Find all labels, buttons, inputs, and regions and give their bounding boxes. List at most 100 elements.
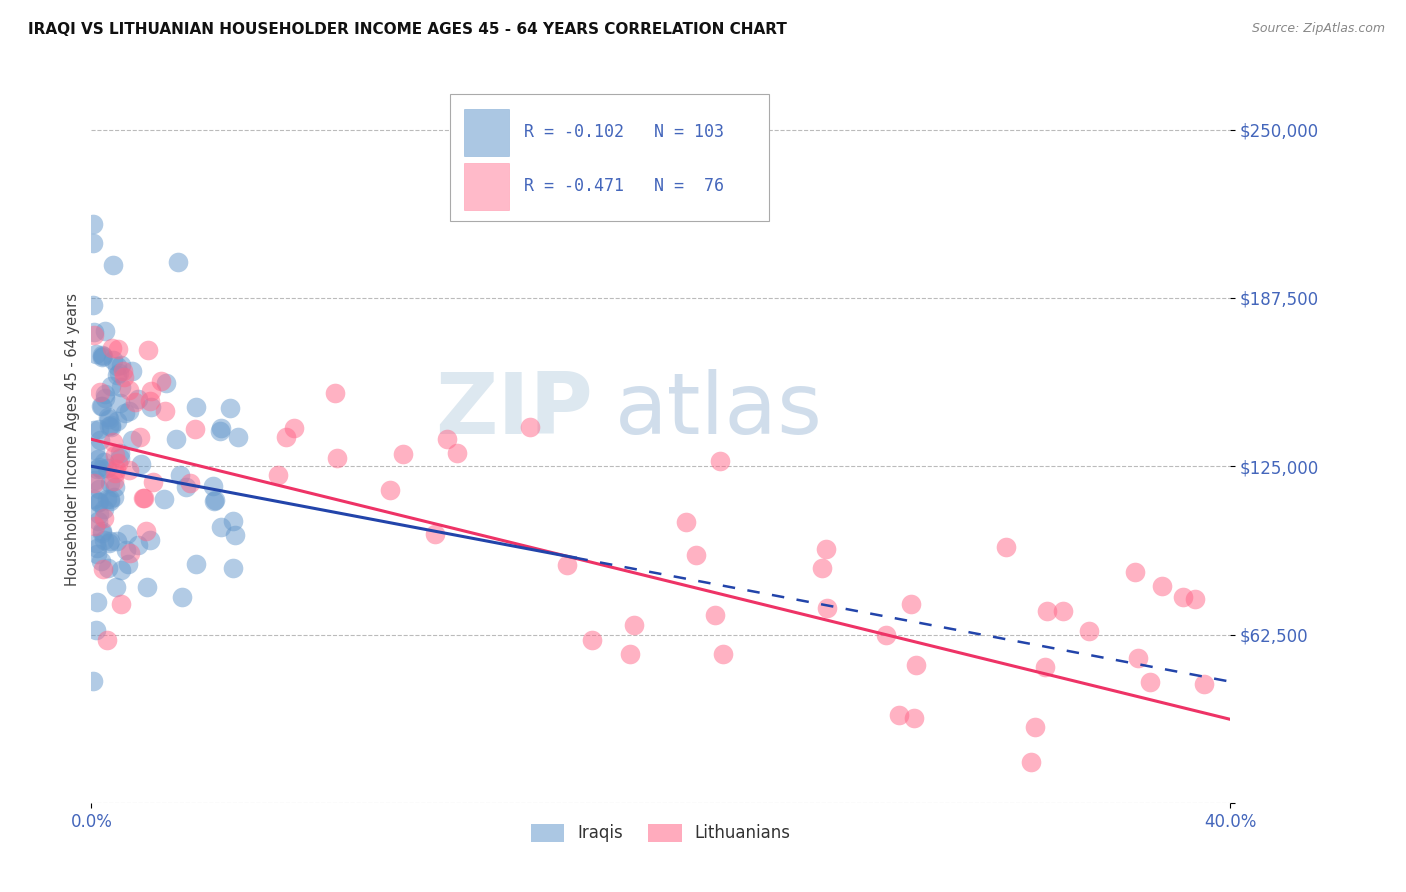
Point — [267, 468, 290, 483]
Point — [89, 434, 111, 448]
Point — [100, 417, 122, 432]
Point — [121, 433, 143, 447]
Point — [446, 446, 468, 460]
Point — [132, 491, 155, 505]
Point — [103, 258, 125, 272]
Point — [129, 430, 152, 444]
Point — [87, 514, 110, 528]
Point — [83, 491, 105, 506]
Point — [155, 376, 177, 390]
Point — [142, 475, 165, 489]
Point — [91, 399, 114, 413]
Point — [90, 399, 112, 413]
Point — [91, 348, 114, 362]
Point — [90, 554, 112, 568]
Point — [91, 526, 114, 541]
Text: R = -0.102   N = 103: R = -0.102 N = 103 — [524, 123, 724, 141]
Point — [153, 492, 176, 507]
Point — [619, 647, 641, 661]
Point — [174, 480, 197, 494]
Point — [97, 409, 120, 424]
Point — [118, 462, 141, 476]
Point — [94, 392, 117, 406]
Point — [96, 461, 118, 475]
Point — [1123, 565, 1146, 579]
Point — [1019, 756, 1042, 770]
Point — [105, 461, 128, 475]
Text: ZIP: ZIP — [434, 368, 592, 451]
Point — [83, 325, 105, 339]
Point — [118, 546, 141, 560]
Point — [135, 524, 157, 538]
Point — [1184, 591, 1206, 606]
Point — [98, 536, 121, 550]
Point — [815, 601, 838, 615]
Point — [103, 435, 125, 450]
Point — [82, 298, 104, 312]
Point — [117, 526, 139, 541]
Point — [104, 467, 127, 481]
Point — [84, 442, 107, 457]
Point — [139, 533, 162, 547]
Point — [112, 369, 135, 384]
Point — [218, 401, 240, 415]
Point — [1192, 676, 1215, 690]
Point — [900, 597, 922, 611]
Point — [139, 400, 162, 414]
Point — [90, 461, 112, 475]
Point — [108, 366, 131, 380]
Point — [110, 380, 132, 394]
Point — [202, 493, 225, 508]
Point — [1139, 675, 1161, 690]
Point — [110, 597, 132, 611]
Point — [136, 343, 159, 358]
Point — [391, 447, 413, 461]
Point — [91, 349, 114, 363]
Point — [283, 421, 305, 435]
Point — [98, 412, 121, 426]
Point — [108, 446, 131, 460]
Point — [98, 494, 121, 508]
Point — [86, 347, 108, 361]
Point — [103, 475, 125, 489]
Point — [325, 450, 347, 465]
Point — [1128, 651, 1150, 665]
Y-axis label: Householder Income Ages 45 - 64 years: Householder Income Ages 45 - 64 years — [65, 293, 80, 586]
Point — [165, 432, 187, 446]
Point — [100, 420, 122, 434]
Point — [209, 520, 232, 534]
Point — [110, 358, 132, 372]
Point — [93, 455, 115, 469]
Point — [87, 460, 110, 475]
Point — [100, 378, 122, 392]
Point — [581, 632, 603, 647]
Point — [132, 491, 155, 506]
Point — [169, 468, 191, 483]
Point — [222, 561, 245, 575]
Point — [97, 561, 120, 575]
Point — [1171, 590, 1194, 604]
Point — [87, 507, 110, 521]
Point — [1033, 659, 1056, 673]
Point — [118, 383, 141, 397]
Point — [172, 590, 194, 604]
Point — [519, 420, 541, 434]
Point — [83, 473, 105, 487]
Point — [209, 421, 232, 435]
Point — [810, 560, 832, 574]
Point — [83, 518, 105, 533]
Point — [183, 422, 205, 436]
Point — [86, 462, 108, 476]
Point — [1078, 624, 1101, 638]
FancyBboxPatch shape — [450, 94, 769, 221]
Point — [110, 450, 132, 465]
Point — [103, 448, 125, 462]
Point — [93, 533, 115, 547]
Point — [704, 607, 727, 622]
Point — [105, 368, 128, 382]
Point — [105, 414, 128, 428]
Point — [104, 480, 127, 494]
Point — [274, 430, 297, 444]
Point — [149, 374, 172, 388]
Point — [96, 491, 118, 506]
